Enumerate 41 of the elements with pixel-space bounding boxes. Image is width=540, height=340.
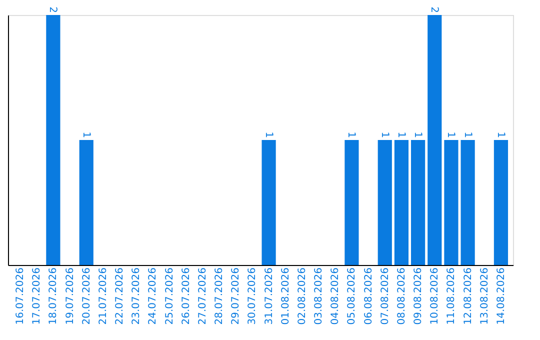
x-tick-label: 26.07.2026 bbox=[180, 268, 192, 325]
x-tick-label: 06.08.2026 bbox=[363, 268, 374, 325]
data-label: 1 bbox=[80, 132, 92, 138]
x-tick-label: 29.07.2026 bbox=[230, 268, 242, 325]
data-label: 1 bbox=[395, 132, 406, 138]
x-tick-label: 16.07.2026 bbox=[15, 268, 26, 325]
x-tick-label: 08.08.2026 bbox=[396, 268, 408, 325]
data-label: 1 bbox=[494, 132, 506, 138]
x-tick-label: 17.07.2026 bbox=[32, 268, 43, 325]
data-label: 1 bbox=[445, 132, 456, 138]
x-tick-label: 01.08.2026 bbox=[280, 268, 292, 325]
x-tick-label: 27.07.2026 bbox=[197, 268, 208, 325]
data-label: 1 bbox=[378, 132, 390, 138]
x-tick-label: 23.07.2026 bbox=[131, 268, 142, 325]
x-tick-label: 25.07.2026 bbox=[164, 268, 176, 325]
x-tick-label: 20.07.2026 bbox=[81, 268, 92, 325]
x-tick-label: 18.07.2026 bbox=[48, 268, 60, 325]
x-tick-label: 09.08.2026 bbox=[413, 268, 424, 325]
data-label: 1 bbox=[262, 132, 274, 138]
data-label: 2 bbox=[428, 6, 440, 13]
x-tick-label: 14.08.2026 bbox=[496, 268, 507, 325]
x-tick-label: 19.07.2026 bbox=[64, 268, 76, 325]
x-tick-label: 11.08.2026 bbox=[446, 268, 458, 325]
data-label: 1 bbox=[412, 132, 424, 138]
x-tick-label: 12.08.2026 bbox=[462, 268, 474, 325]
x-tick-label: 04.08.2026 bbox=[330, 268, 342, 325]
x-tick-label: 21.07.2026 bbox=[98, 268, 109, 325]
x-tick-label: 05.08.2026 bbox=[346, 268, 358, 325]
x-tick-label: 03.08.2026 bbox=[314, 268, 325, 325]
x-tick-label: 28.07.2026 bbox=[214, 268, 226, 325]
x-tick-label: 31.07.2026 bbox=[264, 268, 275, 325]
x-tick-label: 24.07.2026 bbox=[148, 268, 159, 325]
x-tick-label: 02.08.2026 bbox=[296, 268, 308, 325]
x-tick-label: 07.08.2026 bbox=[380, 268, 391, 325]
x-tick-label: 13.08.2026 bbox=[479, 268, 490, 325]
x-tick-label: 22.07.2026 bbox=[114, 268, 126, 325]
data-label: 1 bbox=[462, 132, 473, 138]
x-tick-label: 30.07.2026 bbox=[247, 268, 258, 325]
data-label: 1 bbox=[346, 132, 357, 138]
x-tick-label: 10.08.2026 bbox=[430, 268, 441, 325]
data-label: 2 bbox=[47, 6, 58, 13]
